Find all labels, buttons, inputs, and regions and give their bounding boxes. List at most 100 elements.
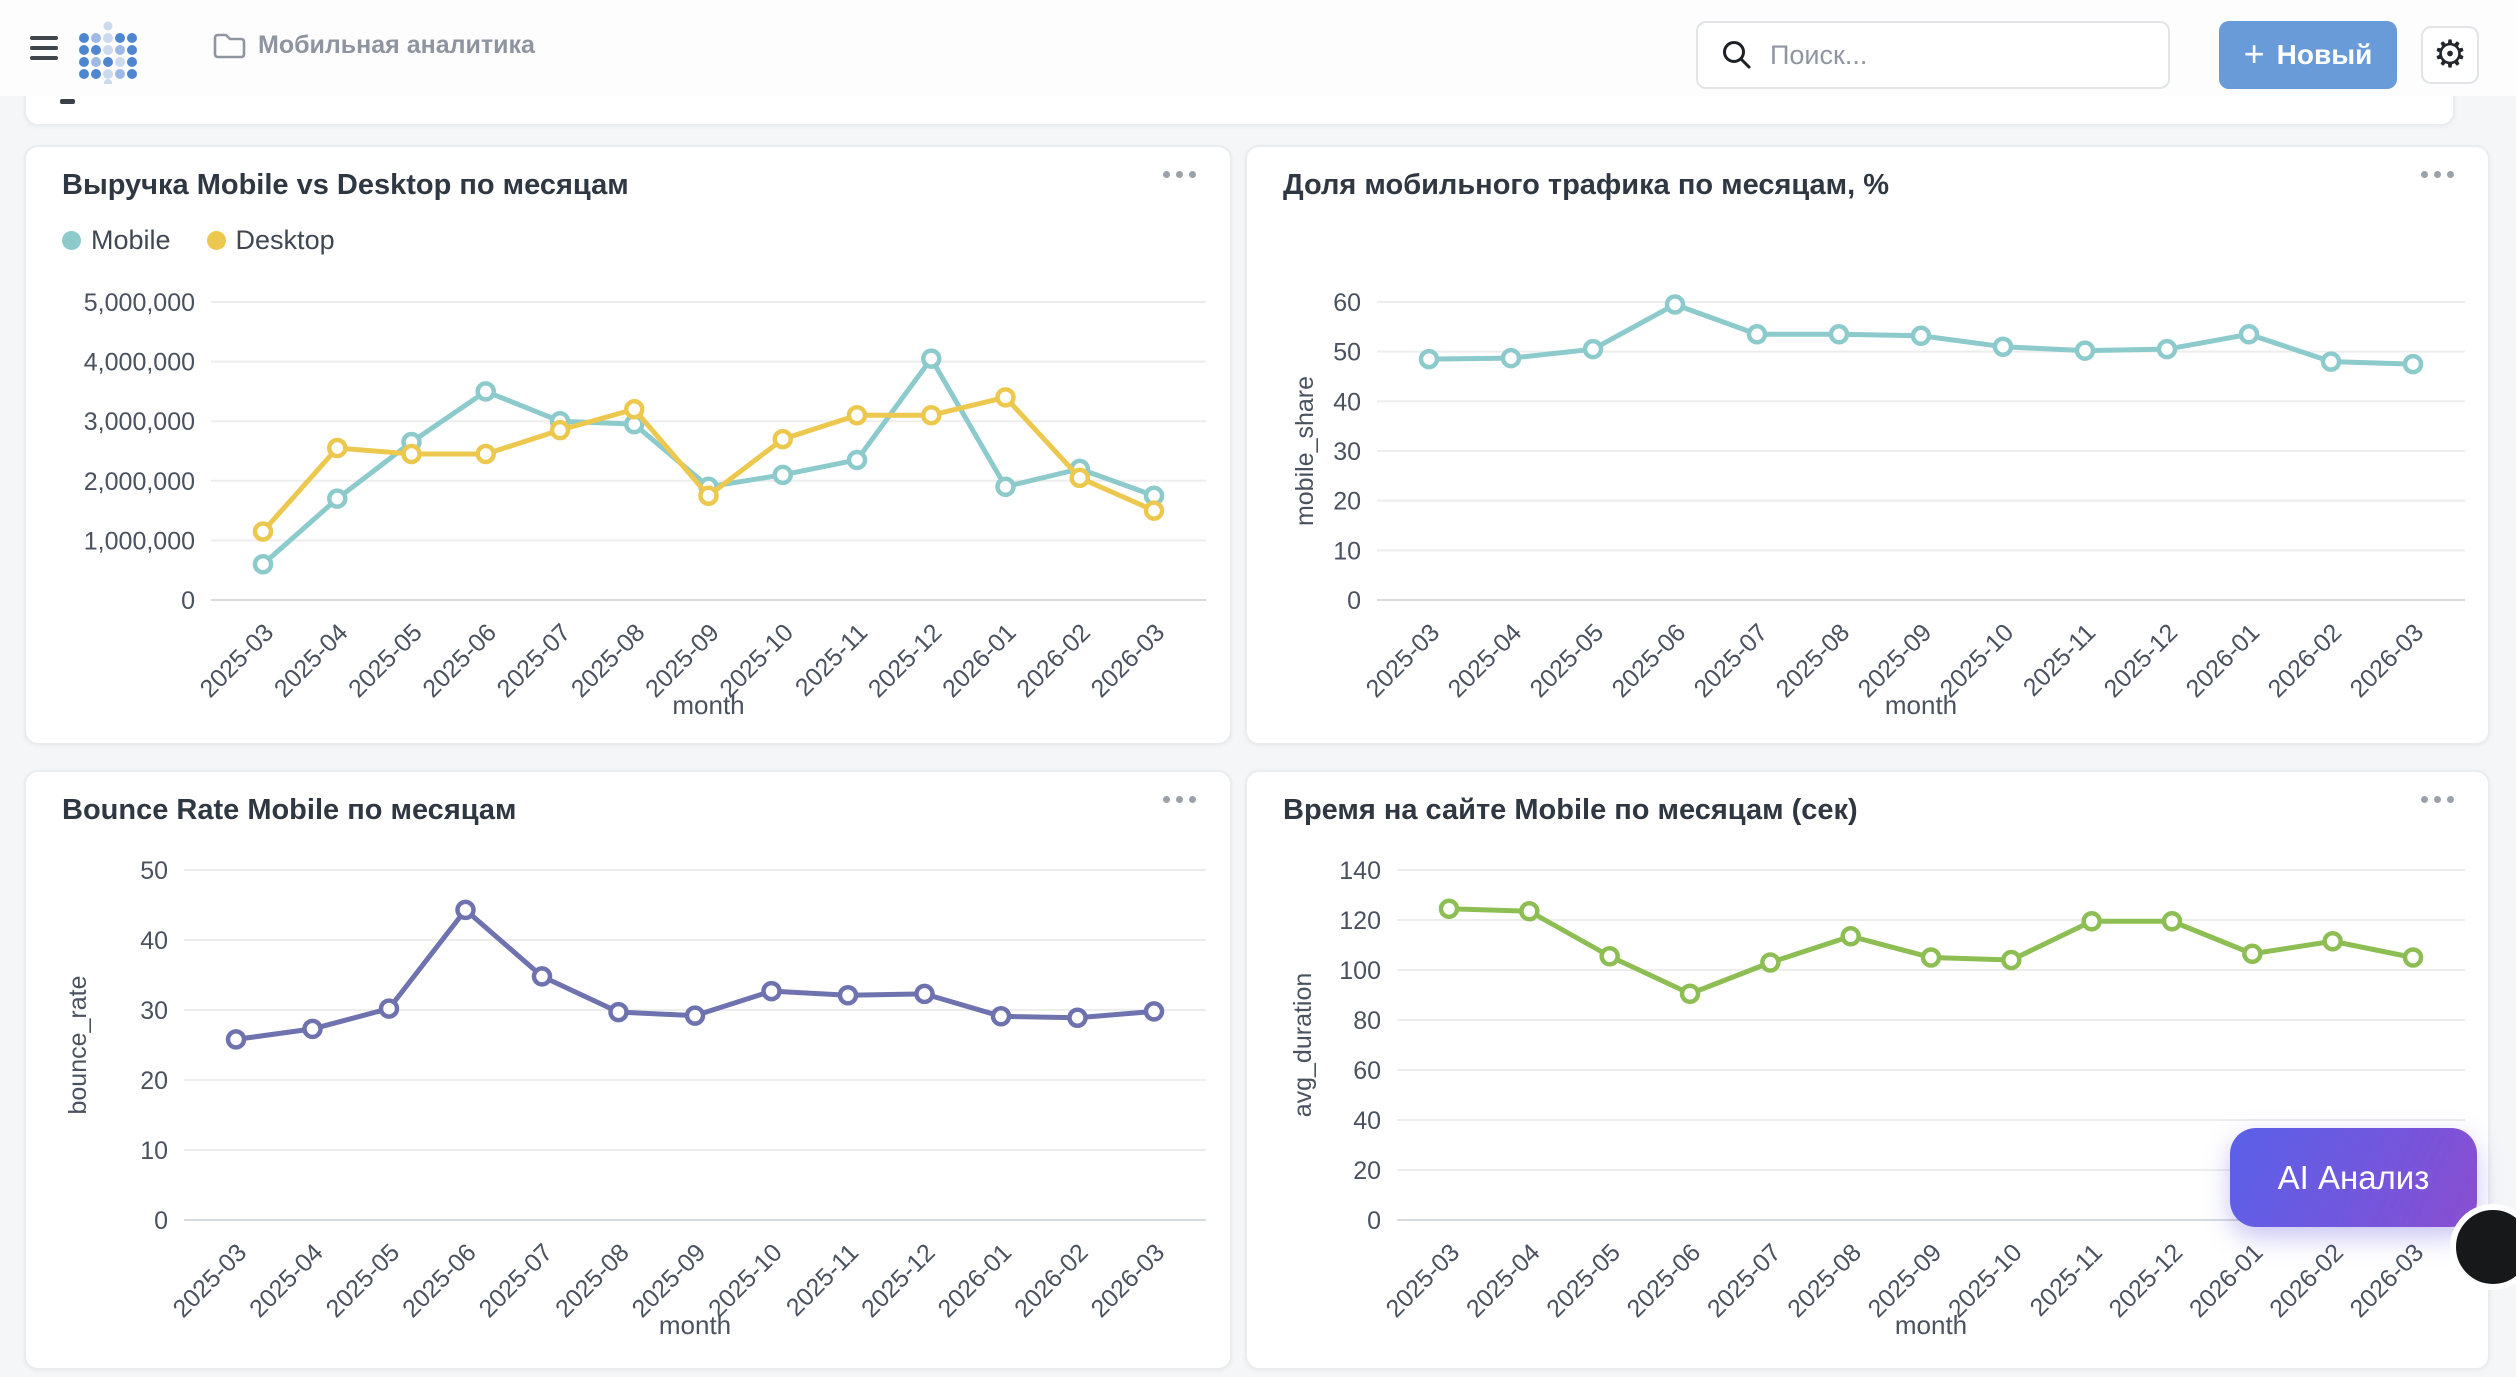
svg-text:80: 80 bbox=[1353, 1007, 1381, 1035]
svg-text:2026-01: 2026-01 bbox=[937, 618, 1022, 703]
svg-text:2025-05: 2025-05 bbox=[343, 618, 428, 703]
svg-text:2025-12: 2025-12 bbox=[2099, 618, 2184, 703]
ai-analysis-button[interactable]: AI Анализ bbox=[2230, 1128, 2477, 1227]
card-avg-duration: Время на сайте Mobile по месяцам (сек) 0… bbox=[1245, 770, 2490, 1370]
settings-button[interactable]: ⚙ bbox=[2421, 26, 2479, 84]
legend-label-mobile: Mobile bbox=[91, 225, 171, 255]
breadcrumb[interactable]: Мобильная аналитика bbox=[212, 30, 535, 60]
svg-text:50: 50 bbox=[140, 857, 168, 885]
line-chart-revenue: 0 1,000,000 2,000,000 3,000,000 4,000,000 5,0… bbox=[26, 147, 1234, 752]
svg-text:2025-11: 2025-11 bbox=[781, 1238, 864, 1321]
line-chart-bounce-rate: 0 10 20 30 40 50 2025-03 2025-04 2025-05 2025-06 2… bbox=[26, 772, 1234, 1377]
ai-analysis-label: AI Анализ bbox=[2277, 1158, 2430, 1196]
svg-text:0: 0 bbox=[1347, 587, 1361, 615]
svg-text:0: 0 bbox=[181, 587, 195, 615]
svg-text:2025-12: 2025-12 bbox=[863, 618, 948, 703]
svg-text:2026-03: 2026-03 bbox=[1086, 1238, 1171, 1323]
svg-text:2025-04: 2025-04 bbox=[1443, 618, 1528, 703]
svg-text:50: 50 bbox=[1333, 339, 1361, 367]
svg-text:100: 100 bbox=[1339, 957, 1381, 985]
legend-item-mobile[interactable]: Mobile bbox=[62, 225, 171, 256]
svg-text:2025-08: 2025-08 bbox=[550, 1238, 635, 1323]
plus-icon: + bbox=[2243, 32, 2265, 74]
chart-title: Выручка Mobile vs Desktop по месяцам bbox=[62, 169, 629, 201]
svg-text:4,000,000: 4,000,000 bbox=[84, 349, 195, 377]
legend-item-desktop[interactable]: Desktop bbox=[206, 225, 335, 256]
card-menu-ellipsis-icon[interactable] bbox=[2415, 790, 2460, 809]
svg-text:30: 30 bbox=[140, 997, 168, 1025]
svg-text:bounce_rate: bounce_rate bbox=[64, 975, 92, 1114]
gear-icon: ⚙ bbox=[2432, 34, 2468, 76]
search-input[interactable] bbox=[1768, 38, 2132, 72]
svg-text:month: month bbox=[1885, 690, 1957, 720]
svg-text:2025-07: 2025-07 bbox=[474, 1238, 559, 1323]
hamburger-menu-icon[interactable] bbox=[30, 36, 60, 60]
svg-text:2025-07: 2025-07 bbox=[1689, 618, 1774, 703]
svg-text:1,000,000: 1,000,000 bbox=[84, 527, 195, 555]
svg-text:2026-02: 2026-02 bbox=[1009, 1238, 1094, 1323]
svg-text:2025-06: 2025-06 bbox=[1622, 1238, 1707, 1323]
chart-title: Bounce Rate Mobile по месяцам bbox=[62, 794, 517, 826]
svg-text:2026-01: 2026-01 bbox=[933, 1238, 1018, 1323]
svg-text:2025-03: 2025-03 bbox=[1361, 618, 1446, 703]
svg-text:20: 20 bbox=[140, 1067, 168, 1095]
svg-text:2025-06: 2025-06 bbox=[417, 618, 502, 703]
clipped-text-fragment bbox=[60, 99, 75, 104]
app-header: Мобильная аналитика + Новый ⚙ bbox=[0, 0, 2516, 96]
svg-text:2026-02: 2026-02 bbox=[2264, 1238, 2349, 1323]
svg-text:5,000,000: 5,000,000 bbox=[84, 289, 195, 317]
card-mobile-share: Доля мобильного трафика по месяцам, % 0 1… bbox=[1245, 145, 2490, 745]
svg-text:2026-03: 2026-03 bbox=[2345, 1238, 2430, 1323]
new-button-label: Новый bbox=[2276, 39, 2373, 70]
svg-text:3,000,000: 3,000,000 bbox=[84, 408, 195, 436]
svg-text:120: 120 bbox=[1339, 907, 1381, 935]
svg-text:2025-03: 2025-03 bbox=[195, 618, 280, 703]
svg-text:2025-05: 2025-05 bbox=[1541, 1238, 1626, 1323]
svg-text:2026-03: 2026-03 bbox=[2345, 618, 2430, 703]
card-menu-ellipsis-icon[interactable] bbox=[1157, 790, 1202, 809]
svg-text:40: 40 bbox=[1353, 1107, 1381, 1135]
svg-text:2025-11: 2025-11 bbox=[790, 618, 873, 701]
line-chart-avg-duration: 0 20 40 60 80 100 120 140 2025-03 2025-04 2025-05 2… bbox=[1247, 772, 2492, 1377]
legend-dot-desktop bbox=[206, 231, 226, 250]
line-chart-mobile-share: 0 10 20 30 40 50 60 2025-03 2025-04 2025-05 2025-0… bbox=[1247, 147, 2492, 752]
card-revenue-mobile-vs-desktop: Выручка Mobile vs Desktop по месяцам Mob… bbox=[24, 145, 1232, 745]
search-icon bbox=[1723, 41, 1751, 69]
svg-text:20: 20 bbox=[1333, 488, 1361, 516]
svg-text:2,000,000: 2,000,000 bbox=[84, 468, 195, 496]
svg-text:0: 0 bbox=[1367, 1207, 1381, 1235]
svg-text:2025-11: 2025-11 bbox=[2025, 1238, 2108, 1321]
chart-title: Время на сайте Mobile по месяцам (сек) bbox=[1283, 794, 1858, 826]
search-box[interactable] bbox=[1696, 21, 2170, 89]
folder-icon bbox=[213, 33, 246, 59]
svg-text:2025-12: 2025-12 bbox=[2104, 1238, 2189, 1323]
card-menu-ellipsis-icon[interactable] bbox=[1157, 165, 1202, 184]
svg-text:30: 30 bbox=[1333, 438, 1361, 466]
svg-text:2025-06: 2025-06 bbox=[1607, 618, 1692, 703]
svg-text:140: 140 bbox=[1339, 857, 1381, 885]
svg-text:2025-07: 2025-07 bbox=[1702, 1238, 1787, 1323]
svg-text:2025-04: 2025-04 bbox=[1461, 1238, 1546, 1323]
card-bounce-rate: Bounce Rate Mobile по месяцам 0 10 20 30 40 5… bbox=[24, 770, 1232, 1370]
svg-text:month: month bbox=[672, 690, 744, 720]
svg-text:mobile_share: mobile_share bbox=[1291, 376, 1319, 526]
svg-text:0: 0 bbox=[154, 1207, 168, 1235]
svg-text:2026-03: 2026-03 bbox=[1086, 618, 1171, 703]
svg-text:2025-03: 2025-03 bbox=[168, 1238, 253, 1323]
svg-text:month: month bbox=[1895, 1310, 1967, 1340]
svg-text:2025-11: 2025-11 bbox=[2018, 618, 2101, 701]
app-logo-icon[interactable] bbox=[76, 20, 140, 84]
svg-text:60: 60 bbox=[1353, 1057, 1381, 1085]
svg-text:2025-08: 2025-08 bbox=[1771, 618, 1856, 703]
new-button[interactable]: + Новый bbox=[2219, 21, 2397, 89]
breadcrumb-label: Мобильная аналитика bbox=[258, 30, 535, 59]
svg-text:2025-05: 2025-05 bbox=[1525, 618, 1610, 703]
card-menu-ellipsis-icon[interactable] bbox=[2415, 165, 2460, 184]
legend-dot-mobile bbox=[62, 231, 81, 250]
svg-text:2025-07: 2025-07 bbox=[492, 618, 577, 703]
svg-text:2025-08: 2025-08 bbox=[566, 618, 651, 703]
legend-label-desktop: Desktop bbox=[235, 225, 335, 255]
svg-text:2026-01: 2026-01 bbox=[2181, 618, 2266, 703]
svg-text:2026-01: 2026-01 bbox=[2184, 1238, 2269, 1323]
svg-text:2025-05: 2025-05 bbox=[321, 1238, 406, 1323]
